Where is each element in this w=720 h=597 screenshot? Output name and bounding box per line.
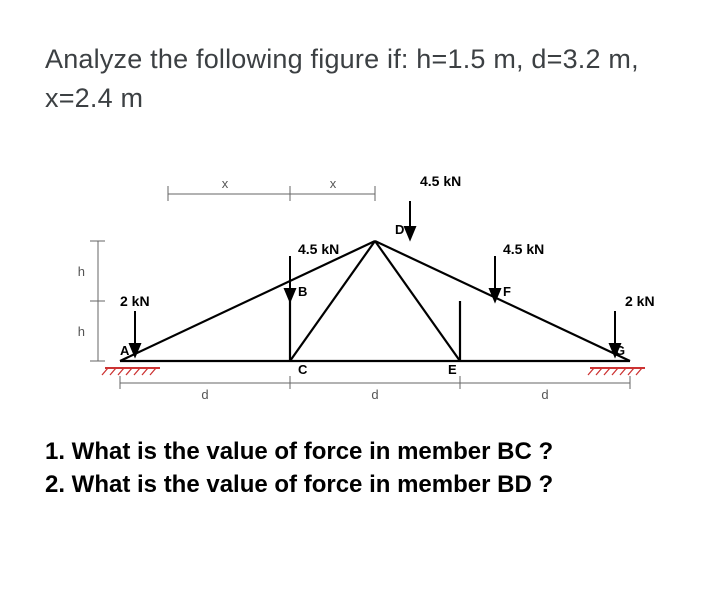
- question-1: 1. What is the value of force in member …: [45, 436, 675, 468]
- truss-figure: x x h h d d d: [50, 146, 670, 406]
- node-e: E: [448, 362, 457, 377]
- dim-x2: x: [330, 176, 337, 191]
- load-f: 4.5 kN: [503, 241, 544, 257]
- node-g: G: [615, 343, 625, 358]
- dim-x1: x: [222, 176, 229, 191]
- questions-block: 1. What is the value of force in member …: [45, 436, 675, 501]
- dim-d3: d: [541, 387, 548, 402]
- node-f: F: [503, 284, 511, 299]
- dim-d1: d: [201, 387, 208, 402]
- node-c: C: [298, 362, 308, 377]
- node-d: D: [395, 222, 404, 237]
- load-d: 4.5 kN: [420, 173, 461, 189]
- node-b: B: [298, 284, 307, 299]
- dim-h2: h: [78, 324, 85, 339]
- dim-d2: d: [371, 387, 378, 402]
- load-left: 2 kN: [120, 293, 150, 309]
- dim-h1: h: [78, 264, 85, 279]
- load-b: 4.5 kN: [298, 241, 339, 257]
- load-arrows: [130, 201, 620, 356]
- problem-prompt: Analyze the following figure if: h=1.5 m…: [45, 40, 675, 118]
- load-right: 2 kN: [625, 293, 655, 309]
- node-a: A: [120, 343, 130, 358]
- truss-members: [120, 241, 630, 361]
- question-2: 2. What is the value of force in member …: [45, 469, 675, 501]
